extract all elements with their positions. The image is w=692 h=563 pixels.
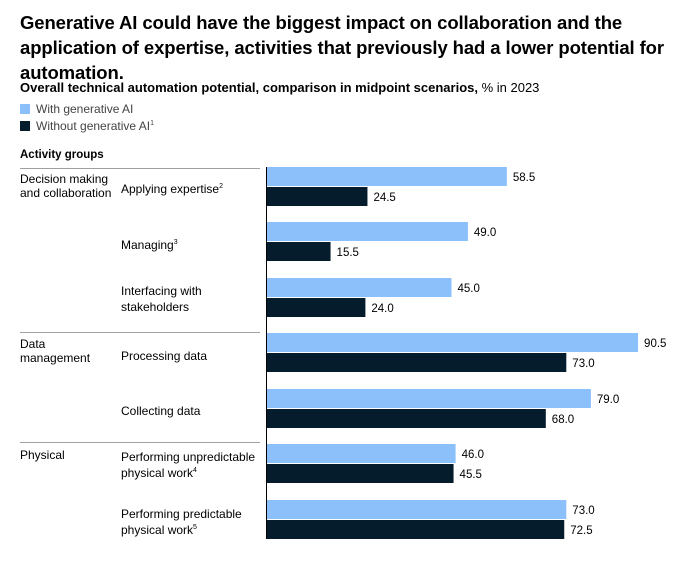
bar-performing-unpredictable-physical-work-with-genai [267, 444, 456, 463]
legend-label-without-genai: Without generative AI [36, 119, 151, 133]
group-label-decision-making: Decision making and collaboration [20, 172, 112, 200]
group-divider-physical [20, 442, 260, 443]
group-divider-decision [20, 168, 260, 169]
chart-subtitle: Overall technical automation potential, … [20, 80, 539, 95]
category-text: Processing data [121, 349, 208, 363]
data-label-performing-unpredictable-physical-work-without-genai: 45.5 [460, 469, 482, 481]
footnote-marker: 2 [219, 183, 223, 190]
data-label-processing-data-without-genai: 73.0 [572, 358, 594, 370]
bar-performing-unpredictable-physical-work-without-genai [267, 464, 454, 483]
category-text: Applying expertise [121, 182, 220, 196]
data-label-collecting-data-with-genai: 79.0 [597, 394, 619, 406]
legend-item-without-genai: Without generative AI1 [20, 119, 154, 133]
data-label-performing-predictable-physical-work-with-genai: 73.0 [572, 505, 594, 517]
category-text: Collecting data [121, 404, 201, 418]
bar-interfacing-with-stakeholders-without-genai [267, 298, 366, 317]
category-text: Performing unpredictable physical work [121, 450, 256, 480]
category-text: Managing [121, 238, 174, 252]
data-label-managing-without-genai: 15.5 [337, 247, 359, 259]
category-label-collecting-data: Collecting data [121, 402, 261, 418]
activity-groups-header: Activity groups [20, 149, 104, 161]
category-label-predictable-physical: Performing predictable physical work5 [121, 507, 256, 537]
data-label-interfacing-with-stakeholders-without-genai: 24.0 [371, 303, 393, 315]
legend-swatch-with-genai [20, 104, 30, 114]
legend-swatch-without-genai [20, 121, 30, 131]
data-label-processing-data-with-genai: 90.5 [644, 338, 666, 350]
legend-label-with-genai: With generative AI [36, 102, 134, 116]
bar-performing-predictable-physical-work-without-genai [267, 520, 565, 539]
category-label-applying-expertise: Applying expertise2 [121, 180, 261, 196]
bar-managing-with-genai [267, 222, 468, 241]
category-label-processing-data: Processing data [121, 347, 261, 363]
subtitle-unit: % in 2023 [477, 80, 540, 95]
data-label-applying-expertise-without-genai: 24.5 [373, 192, 395, 204]
category-label-unpredictable-physical: Performing unpredictable physical work4 [121, 450, 261, 480]
group-divider-data [20, 332, 260, 333]
data-label-performing-predictable-physical-work-without-genai: 72.5 [570, 525, 592, 537]
data-label-managing-with-genai: 49.0 [474, 227, 496, 239]
category-label-managing: Managing3 [121, 236, 261, 252]
bar-collecting-data-with-genai [267, 389, 591, 408]
data-label-performing-unpredictable-physical-work-with-genai: 46.0 [462, 449, 484, 461]
category-label-interfacing: Interfacing with stakeholders [121, 284, 231, 314]
category-text: Performing predictable physical work [121, 507, 242, 537]
bar-processing-data-without-genai [267, 353, 567, 372]
chart-title: Generative AI could have the biggest imp… [20, 12, 664, 83]
bar-performing-predictable-physical-work-with-genai [267, 500, 567, 519]
subtitle-bold: Overall technical automation potential, … [20, 80, 478, 95]
bar-processing-data-with-genai [267, 333, 639, 352]
footnote-marker: 3 [173, 239, 178, 246]
data-label-collecting-data-without-genai: 68.0 [552, 414, 574, 426]
group-label-physical: Physical [20, 448, 65, 462]
footnote-marker: 5 [193, 524, 197, 531]
legend-footnote-marker: 1 [150, 120, 154, 127]
legend-item-with-genai: With generative AI [20, 102, 133, 116]
group-label-data-management: Data management [20, 337, 91, 365]
y-axis-baseline [266, 167, 267, 539]
bar-collecting-data-without-genai [267, 409, 546, 428]
bar-applying-expertise-without-genai [267, 187, 368, 206]
footnote-marker: 4 [193, 467, 197, 474]
category-text: Interfacing with stakeholders [121, 284, 202, 314]
bar-interfacing-with-stakeholders-with-genai [267, 278, 452, 297]
data-label-applying-expertise-with-genai: 58.5 [513, 172, 535, 184]
bar-managing-without-genai [267, 242, 331, 261]
bar-applying-expertise-with-genai [267, 167, 507, 186]
data-label-interfacing-with-stakeholders-with-genai: 45.0 [458, 283, 480, 295]
